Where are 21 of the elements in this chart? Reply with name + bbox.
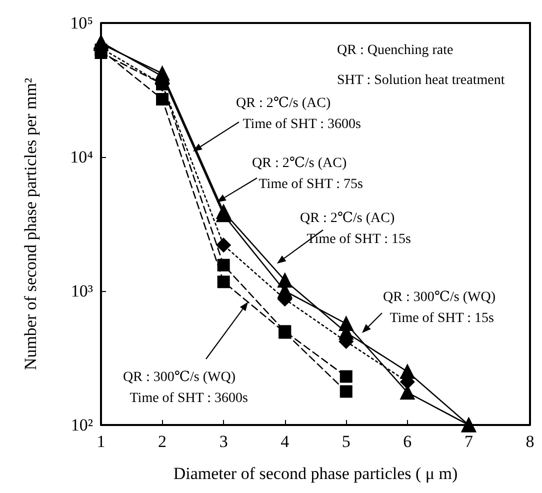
annotation: QR : 300℃/s (WQ) Time of SHT : 3600s <box>123 370 248 406</box>
annotation: QR : 2℃/s (AC) Time of SHT : 75s <box>252 156 363 192</box>
annotation: SHT : Solution heat treatment <box>337 73 505 88</box>
x-tick-label: 2 <box>158 432 167 451</box>
x-tick-label: 5 <box>342 432 350 451</box>
y-tick-label: 10² <box>70 416 93 434</box>
annotation: QR : 300℃/s (WQ) Time of SHT : 15s <box>383 290 496 326</box>
x-tick-label: 6 <box>403 432 412 451</box>
y-axis-title: Number of second phase particles per mm² <box>21 78 40 370</box>
y-tick-label: 10³ <box>70 282 93 300</box>
y-tick-label: 10⁴ <box>70 148 94 166</box>
x-tick-label: 7 <box>464 432 474 451</box>
x-tick-label: 8 <box>526 432 534 451</box>
annotation: QR : Quenching rate <box>337 43 454 58</box>
x-tick-label: 1 <box>96 432 106 451</box>
y-tick-label: 10⁵ <box>70 14 94 32</box>
annotation: QR : 2℃/s (AC) Time of SHT : 15s <box>300 211 411 247</box>
annotation: QR : 2℃/s (AC) Time of SHT : 3600s <box>236 96 361 132</box>
x-tick-label: 3 <box>219 432 228 451</box>
x-tick-label: 4 <box>280 432 290 451</box>
x-axis-title: Diameter of second phase particles ( μ m) <box>173 464 458 483</box>
